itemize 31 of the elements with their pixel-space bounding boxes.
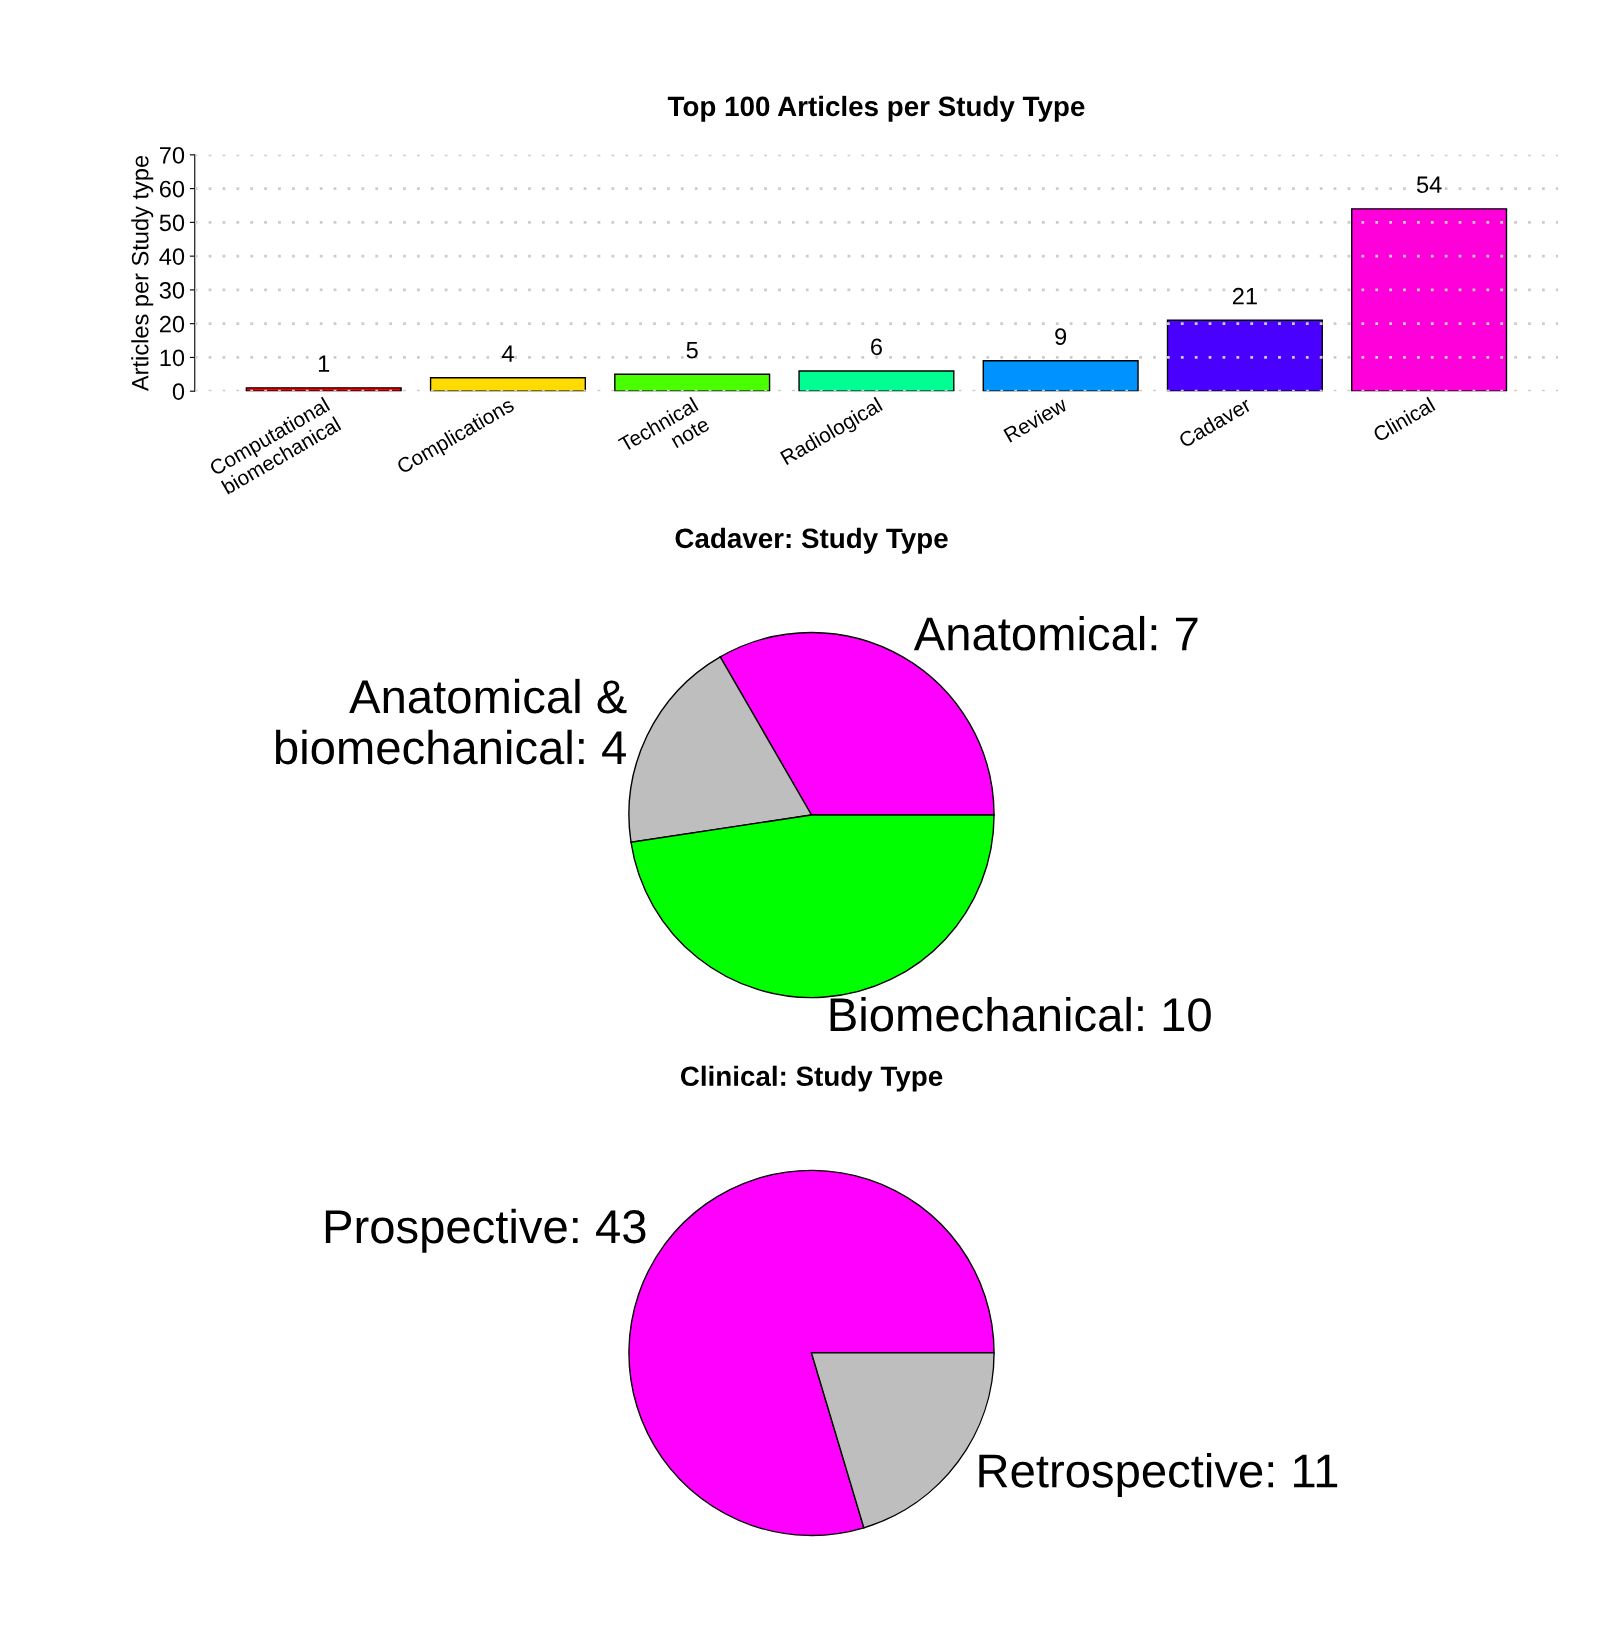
chart-title: Top 100 Articles per Study Type bbox=[667, 95, 1085, 122]
chart-title: Clinical: Study Type bbox=[680, 1065, 943, 1092]
data-label: 54 bbox=[1416, 176, 1442, 194]
slice-label: Anatomical: 7 bbox=[913, 615, 1198, 651]
slice-label: Prospective: 43 bbox=[325, 1208, 646, 1253]
y-tick-label: 0 bbox=[172, 383, 185, 400]
y-tick-label: 70 bbox=[159, 146, 185, 164]
bar bbox=[1166, 319, 1323, 392]
bar bbox=[1351, 208, 1508, 392]
data-label: 1 bbox=[318, 355, 330, 372]
y-tick-label: 30 bbox=[159, 281, 185, 299]
data-label: 5 bbox=[686, 342, 698, 359]
slice-label: Anatomical & biomechanical: 4 bbox=[275, 678, 627, 765]
y-tick-label: 60 bbox=[159, 180, 185, 198]
y-tick-label: 10 bbox=[160, 349, 185, 367]
y-tick-label: 50 bbox=[159, 214, 185, 232]
y-tick-label: 20 bbox=[159, 315, 185, 333]
bar bbox=[614, 373, 771, 392]
chart-title: Cadaver: Study Type bbox=[675, 527, 948, 554]
data-label: 4 bbox=[501, 345, 514, 362]
data-label: 21 bbox=[1232, 287, 1257, 305]
bar bbox=[429, 376, 587, 392]
y-axis-title: Articles per Study type bbox=[131, 155, 154, 392]
data-label: 6 bbox=[871, 338, 882, 356]
y-tick-label: 40 bbox=[159, 248, 185, 265]
data-label: 9 bbox=[1055, 328, 1067, 346]
bar bbox=[982, 360, 1139, 392]
slice-label: Biomechanical: 10 bbox=[830, 996, 1211, 1032]
bar bbox=[245, 387, 402, 392]
slice-label: Retrospective: 11 bbox=[979, 1452, 1338, 1498]
bar bbox=[798, 370, 955, 392]
